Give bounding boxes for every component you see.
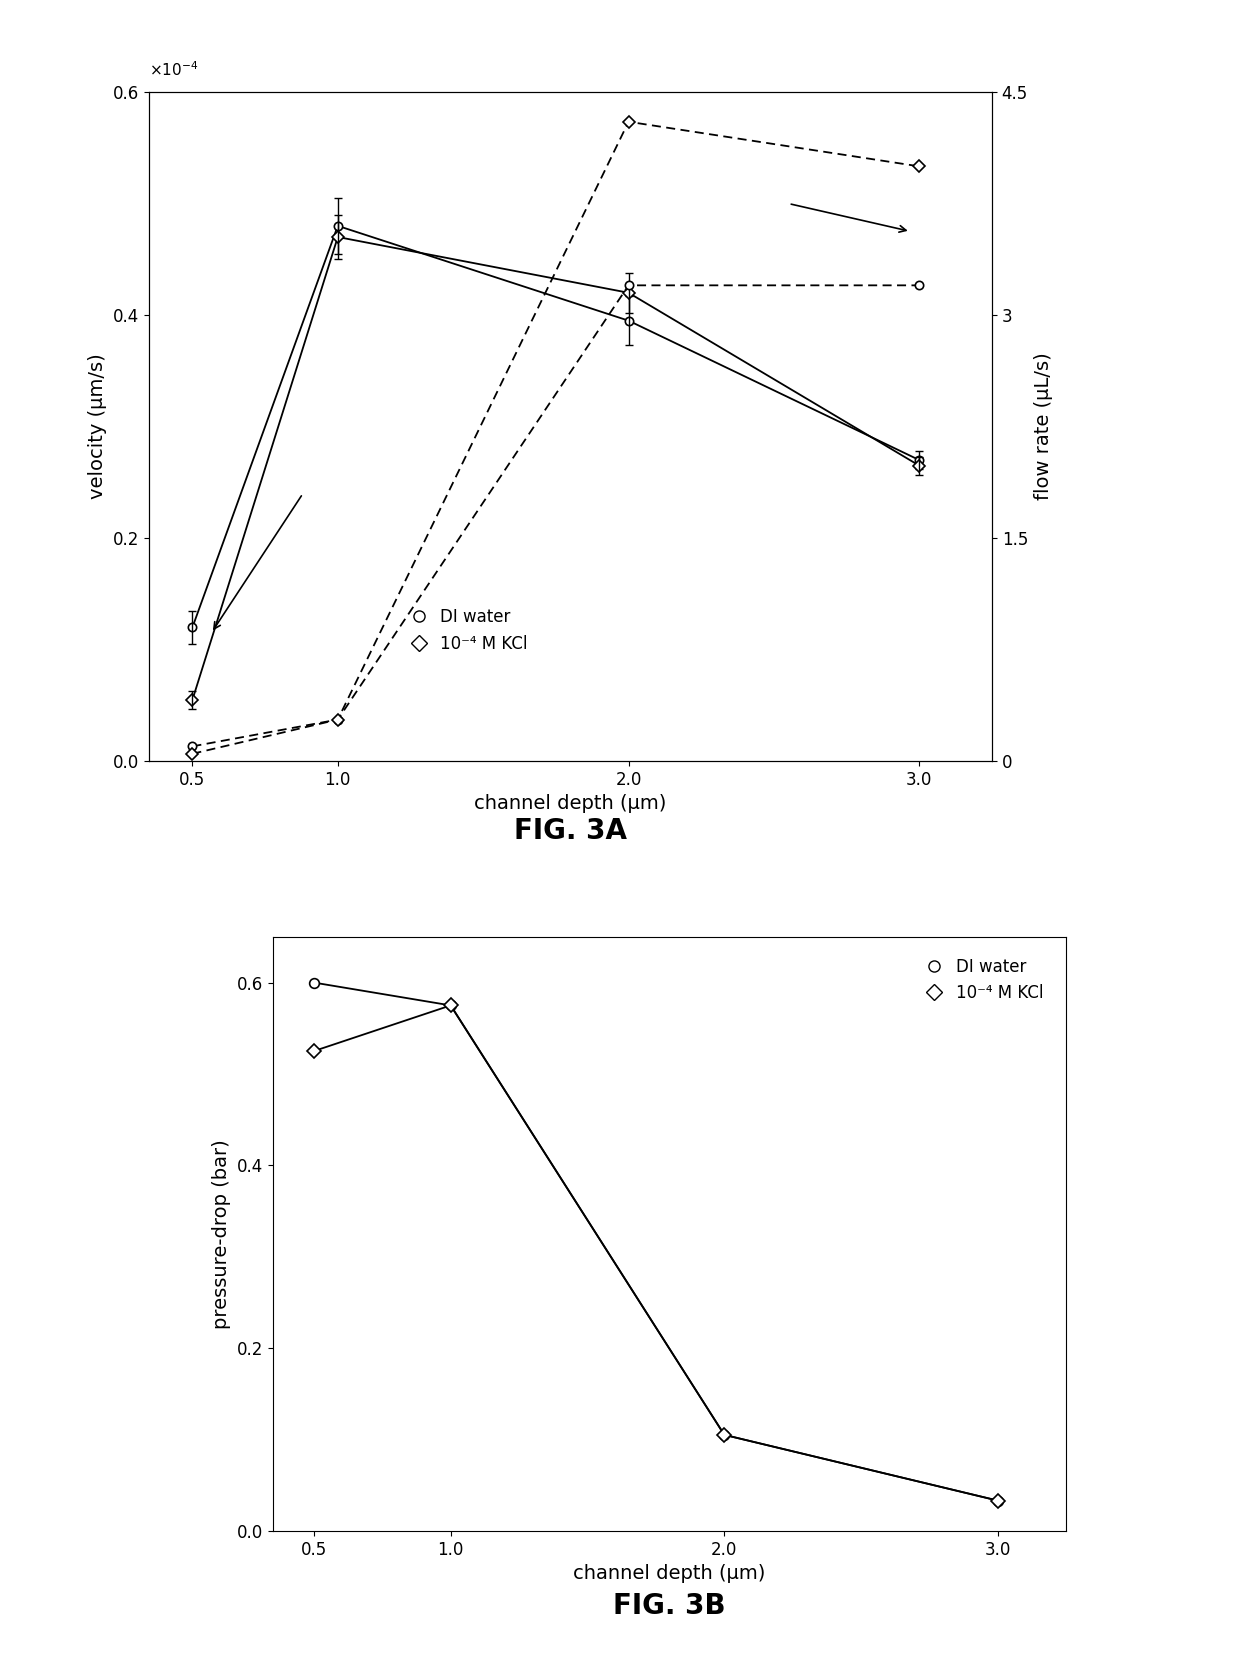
Legend: DI water, 10⁻⁴ M KCl: DI water, 10⁻⁴ M KCl (919, 952, 1050, 1009)
Text: FIG. 3B: FIG. 3B (614, 1593, 725, 1619)
X-axis label: channel depth (μm): channel depth (μm) (573, 1564, 766, 1583)
X-axis label: channel depth (μm): channel depth (μm) (474, 795, 667, 813)
Text: FIG. 3A: FIG. 3A (513, 818, 627, 845)
Y-axis label: flow rate (μL/s): flow rate (μL/s) (1034, 353, 1053, 500)
Text: $\times 10^{-4}$: $\times 10^{-4}$ (149, 60, 198, 79)
Legend: DI water, 10⁻⁴ M KCl: DI water, 10⁻⁴ M KCl (404, 602, 534, 659)
Y-axis label: velocity (μm/s): velocity (μm/s) (88, 353, 107, 500)
Y-axis label: pressure-drop (bar): pressure-drop (bar) (212, 1139, 231, 1328)
